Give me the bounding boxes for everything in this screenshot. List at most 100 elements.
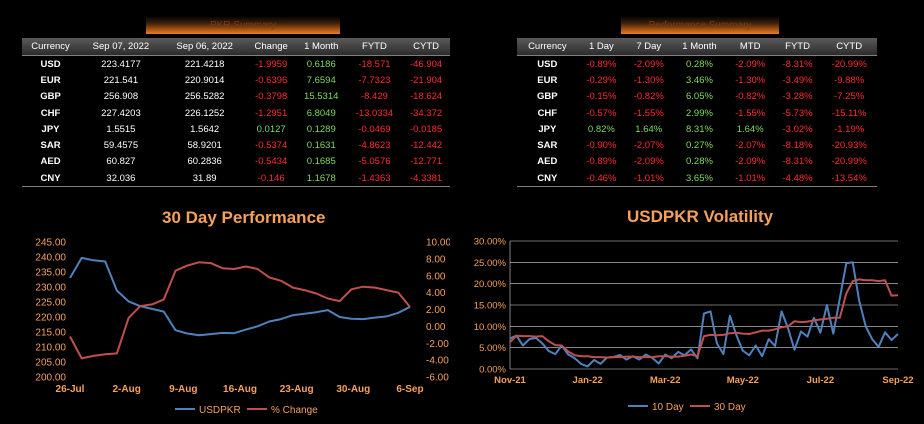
table-cell: 0.1631 — [306, 140, 336, 152]
table-cell: -0.46% — [577, 170, 626, 188]
y-right-tick-label: -4.00 — [426, 356, 449, 367]
table-cell: -9.88% — [834, 74, 865, 86]
x-tick-label: 26-Jul — [56, 384, 85, 395]
series-line-usdpkr — [69, 256, 411, 337]
y-left-tick-label: 235.00 — [35, 268, 66, 279]
table-cell: -2.09% — [633, 156, 664, 168]
table-cell: -0.57% — [586, 107, 617, 119]
table-cell: -0.0185 — [409, 123, 443, 135]
table-cell: -4.3381 — [402, 170, 450, 188]
y-right-tick-label: -6.00 — [426, 373, 449, 384]
table-cell: -46.904 — [409, 58, 443, 70]
table-cell: 1.1678 — [295, 170, 347, 188]
table-cell: -1.01% — [625, 170, 673, 188]
table-cell: 32.036 — [79, 170, 163, 188]
column-header: Sep 07, 2022 — [79, 38, 163, 56]
table-cell: -3.28% — [782, 91, 813, 103]
table-cell: 0.28% — [686, 58, 713, 70]
table-cell: -0.90% — [586, 140, 617, 152]
table-cell: -3.49% — [782, 74, 813, 86]
table-cell: -12.442 — [409, 140, 443, 152]
x-tick-label: Jul-22 — [807, 375, 834, 386]
y-right-tick-label: 10.00 — [426, 238, 450, 249]
table-cell: 1.5515 — [106, 123, 136, 135]
column-header: FYTD — [773, 38, 822, 56]
table-cell: -8.31% — [782, 58, 813, 70]
volatility-chart: 30.00% 25.00% 20.00% 15.00% 10.00% 5.00% 0.00%… — [474, 237, 914, 414]
table-row: USD -0.89% -2.09% 0.28% -2.09% -8.31% -20.99% — [517, 56, 877, 73]
x-tick-label: Jan-22 — [573, 375, 603, 386]
y-tick-label: 30.00% — [474, 237, 507, 248]
table-cell: 60.2836 — [187, 156, 222, 168]
x-tick-label: Nov-21 — [494, 375, 526, 386]
y-left-tick-label: 200.00 — [35, 373, 66, 384]
table-cell: -4.8623 — [358, 140, 391, 152]
table-cell: 0.6186 — [306, 58, 336, 70]
series-line-change — [69, 261, 411, 360]
table-cell: -34.372 — [409, 107, 443, 119]
table-cell: -2.09% — [735, 58, 766, 70]
table-cell: 0.0127 — [256, 123, 286, 135]
legend-label: 10 Day — [652, 402, 684, 413]
table-cell: 1.5642 — [190, 123, 220, 135]
column-header: 1 Day — [577, 38, 626, 56]
table-row: EUR -0.29% -1.30% 3.46% -1.30% -3.49% -9.88% — [517, 72, 877, 88]
table-cell: 0.1685 — [306, 156, 336, 168]
currency-code: SAR — [40, 140, 61, 152]
table-cell: -12.771 — [409, 156, 443, 168]
table-cell: 0.82% — [587, 123, 615, 135]
x-tick-label: 16-Aug — [223, 384, 257, 395]
y-left-tick-label: 225.00 — [35, 298, 66, 309]
table-cell: -1.01% — [726, 170, 774, 188]
y-left-tick-label: 215.00 — [35, 328, 66, 339]
table-row: AED -0.89% -2.09% 0.28% -2.09% -8.31% -20.99% — [517, 154, 877, 170]
table-cell: 7.6594 — [306, 74, 336, 86]
table-cell: -7.25% — [834, 91, 865, 103]
series-line-10-day — [509, 261, 899, 368]
table-cell: 1.64% — [635, 123, 663, 135]
y-tick-label: 20.00% — [474, 279, 507, 290]
column-header: Change — [246, 38, 296, 56]
column-header: MTD — [726, 38, 774, 56]
table-cell: -8.31% — [782, 156, 813, 168]
table-cell: -0.5434 — [255, 156, 288, 168]
currency-code: SAR — [537, 140, 558, 152]
table-cell: -13.54% — [821, 170, 877, 188]
table-cell: 15.5314 — [304, 91, 339, 103]
y-left-tick-label: 220.00 — [35, 313, 66, 324]
table-cell: 227.4203 — [101, 107, 141, 119]
table-row: GBP -0.15% -0.82% 6.05% -0.82% -3.28% -7.25% — [517, 89, 877, 105]
column-header: CYTD — [402, 38, 450, 56]
table-cell: -0.146 — [246, 170, 296, 188]
currency-code: EUR — [40, 74, 61, 86]
table-cell: -18.624 — [409, 91, 443, 103]
y-right-tick-label: -2.00 — [426, 339, 449, 350]
x-tick-label: 9-Aug — [169, 384, 197, 395]
column-header: CYTD — [821, 38, 877, 56]
currency-code: USD — [537, 58, 558, 70]
currency-code: CHF — [537, 107, 558, 119]
table-cell: 256.908 — [103, 91, 139, 103]
table-row: AED 60.827 60.2836 -0.5434 0.1685 -5.0576 -12.… — [22, 154, 450, 170]
table-cell: -21.904 — [409, 74, 443, 86]
x-tick-label: 6-Sep — [396, 384, 423, 395]
table-cell: 6.8049 — [306, 107, 336, 119]
table-cell: -0.89% — [586, 156, 617, 168]
currency-code: GBP — [537, 91, 558, 103]
table-cell: -20.99% — [831, 58, 867, 70]
currency-code: USD — [40, 58, 61, 70]
table-cell: -8.18% — [782, 140, 813, 152]
volatility-chart-title: USDPKR Volatility — [627, 207, 774, 226]
series-line-30-day — [509, 278, 899, 359]
table-cell: -0.3798 — [255, 91, 288, 103]
table-cell: -0.29% — [586, 74, 617, 86]
column-header: FYTD — [346, 38, 403, 56]
table-cell: -20.93% — [831, 140, 867, 152]
table-cell: -2.09% — [633, 58, 664, 70]
table-cell: 60.827 — [106, 156, 136, 168]
x-tick-label: Sep-22 — [882, 375, 913, 386]
table-row: SAR 59.4575 58.9201 -0.5374 0.1631 -4.8623 -12… — [22, 137, 450, 153]
table-cell: -2.07% — [633, 140, 664, 152]
currency-code: CNY — [22, 170, 80, 188]
y-right-tick-label: 4.00 — [426, 288, 446, 299]
